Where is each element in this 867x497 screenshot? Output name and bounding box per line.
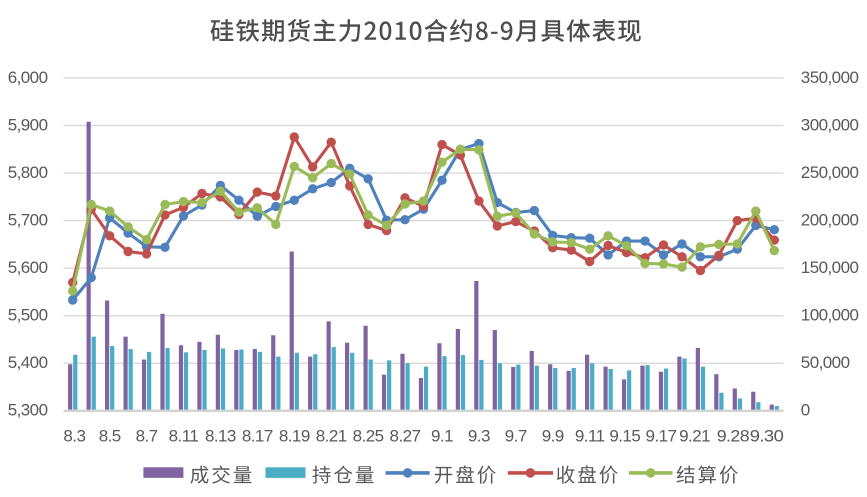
svg-text:8.3: 8.3 bbox=[63, 426, 85, 445]
svg-text:9.30: 9.30 bbox=[750, 426, 783, 445]
svg-text:5,900: 5,900 bbox=[8, 115, 48, 134]
svg-text:5,300: 5,300 bbox=[8, 401, 48, 420]
svg-text:350,000: 350,000 bbox=[801, 68, 859, 87]
svg-text:50,000: 50,000 bbox=[801, 353, 850, 372]
svg-text:250,000: 250,000 bbox=[801, 163, 859, 182]
svg-text:9.11: 9.11 bbox=[575, 426, 605, 445]
svg-text:0: 0 bbox=[801, 401, 810, 420]
svg-text:150,000: 150,000 bbox=[801, 258, 859, 277]
svg-text:200,000: 200,000 bbox=[801, 210, 859, 229]
svg-text:100,000: 100,000 bbox=[801, 306, 859, 325]
svg-text:9.17: 9.17 bbox=[646, 426, 677, 445]
svg-text:9.15: 9.15 bbox=[609, 426, 640, 445]
svg-text:9.21: 9.21 bbox=[679, 426, 710, 445]
svg-text:8.21: 8.21 bbox=[316, 426, 347, 445]
svg-text:9.1: 9.1 bbox=[431, 426, 453, 445]
svg-text:9.7: 9.7 bbox=[505, 426, 527, 445]
svg-text:6,000: 6,000 bbox=[8, 68, 48, 87]
svg-text:9.28: 9.28 bbox=[717, 426, 749, 445]
svg-text:8.19: 8.19 bbox=[279, 426, 310, 445]
svg-text:300,000: 300,000 bbox=[801, 115, 859, 134]
svg-text:8.11: 8.11 bbox=[169, 426, 199, 445]
svg-text:5,400: 5,400 bbox=[8, 353, 48, 372]
svg-text:9.9: 9.9 bbox=[542, 426, 564, 445]
svg-text:8.13: 8.13 bbox=[205, 426, 236, 445]
svg-text:8.5: 8.5 bbox=[99, 426, 121, 445]
svg-text:5,600: 5,600 bbox=[8, 258, 48, 277]
svg-text:8.7: 8.7 bbox=[136, 426, 158, 445]
svg-text:5,800: 5,800 bbox=[8, 163, 48, 182]
svg-text:5,500: 5,500 bbox=[8, 306, 48, 325]
svg-text:8.25: 8.25 bbox=[353, 426, 384, 445]
svg-text:9.3: 9.3 bbox=[468, 426, 490, 445]
svg-text:8.27: 8.27 bbox=[390, 426, 421, 445]
svg-text:5,700: 5,700 bbox=[8, 210, 48, 229]
svg-text:8.17: 8.17 bbox=[242, 426, 273, 445]
